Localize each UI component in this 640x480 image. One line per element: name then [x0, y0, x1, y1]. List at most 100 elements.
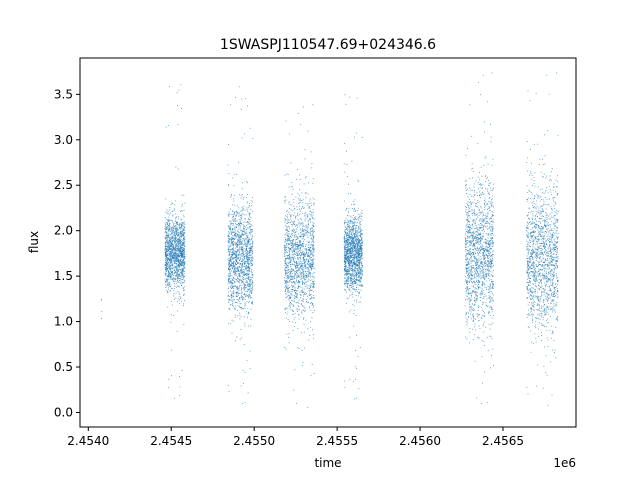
data-point [173, 257, 175, 259]
data-point [298, 199, 300, 201]
data-point [232, 292, 234, 294]
data-point [230, 195, 232, 197]
data-point [180, 229, 182, 231]
data-point [251, 237, 252, 239]
data-point [244, 265, 246, 267]
data-point [295, 322, 297, 324]
data-point [344, 220, 346, 221]
data-point [298, 239, 300, 241]
data-point [250, 230, 252, 232]
data-point [236, 257, 238, 259]
data-point [170, 258, 172, 259]
data-point [164, 231, 166, 233]
data-point [285, 287, 287, 289]
data-point [292, 245, 294, 247]
data-point [288, 219, 290, 221]
data-point [247, 244, 249, 246]
data-point [292, 188, 294, 190]
data-point [167, 284, 169, 286]
data-point [344, 241, 346, 242]
data-point [290, 218, 291, 220]
data-point [239, 303, 241, 305]
data-point [170, 239, 172, 241]
data-point [291, 276, 293, 278]
data-point [178, 258, 180, 260]
data-point [175, 227, 177, 229]
data-point [243, 273, 245, 275]
data-point [244, 269, 246, 271]
data-point [179, 240, 181, 242]
data-point [175, 268, 177, 270]
data-point [346, 251, 348, 252]
data-point [349, 236, 351, 238]
data-point [286, 228, 288, 230]
data-point [313, 251, 315, 253]
data-point [227, 248, 229, 250]
data-point [172, 257, 174, 259]
data-point [300, 278, 302, 280]
data-point [359, 252, 361, 254]
data-point [361, 258, 363, 260]
data-point [306, 258, 308, 260]
data-point [304, 283, 306, 285]
data-point [297, 301, 299, 303]
data-point [175, 249, 177, 251]
data-point [244, 268, 246, 270]
data-point [306, 276, 308, 278]
data-point [294, 264, 296, 266]
data-point [300, 251, 301, 253]
data-point [244, 251, 246, 252]
data-point [239, 266, 241, 268]
data-point [232, 227, 234, 229]
data-point [251, 230, 253, 232]
data-point [250, 297, 252, 298]
data-point [235, 219, 237, 221]
data-point [228, 241, 230, 243]
data-point [289, 248, 291, 249]
data-point [233, 285, 235, 287]
data-point [303, 236, 305, 238]
data-point [169, 261, 171, 263]
data-point [165, 253, 167, 255]
data-point [177, 246, 179, 247]
data-point [233, 264, 235, 266]
data-point [348, 256, 349, 258]
data-point [172, 274, 174, 276]
data-point [234, 314, 236, 316]
data-point [295, 264, 297, 266]
data-point [235, 272, 237, 274]
data-point [288, 202, 290, 204]
data-point [233, 296, 235, 298]
data-point [311, 275, 313, 277]
data-point [361, 232, 363, 234]
data-point [235, 274, 237, 276]
data-point [294, 253, 296, 255]
data-point [230, 208, 231, 210]
data-point [357, 262, 359, 264]
data-point [302, 269, 304, 271]
data-point [313, 285, 315, 287]
data-point [173, 235, 175, 236]
data-point [229, 258, 231, 260]
data-point [302, 223, 304, 225]
data-point [245, 241, 247, 243]
data-point [293, 244, 295, 246]
data-point [227, 249, 229, 251]
data-point [244, 293, 245, 295]
data-point [241, 241, 243, 243]
data-point [354, 277, 355, 279]
data-point [176, 229, 178, 231]
data-point [353, 228, 355, 230]
data-point [173, 239, 175, 241]
data-point [165, 253, 166, 255]
data-point [349, 257, 351, 259]
data-point [308, 271, 310, 273]
data-point [165, 229, 167, 231]
data-point [244, 305, 246, 307]
data-point [246, 280, 247, 282]
data-point [171, 279, 173, 281]
data-point [231, 232, 233, 234]
data-point [182, 214, 184, 216]
data-point [237, 248, 239, 250]
data-point [179, 394, 181, 396]
